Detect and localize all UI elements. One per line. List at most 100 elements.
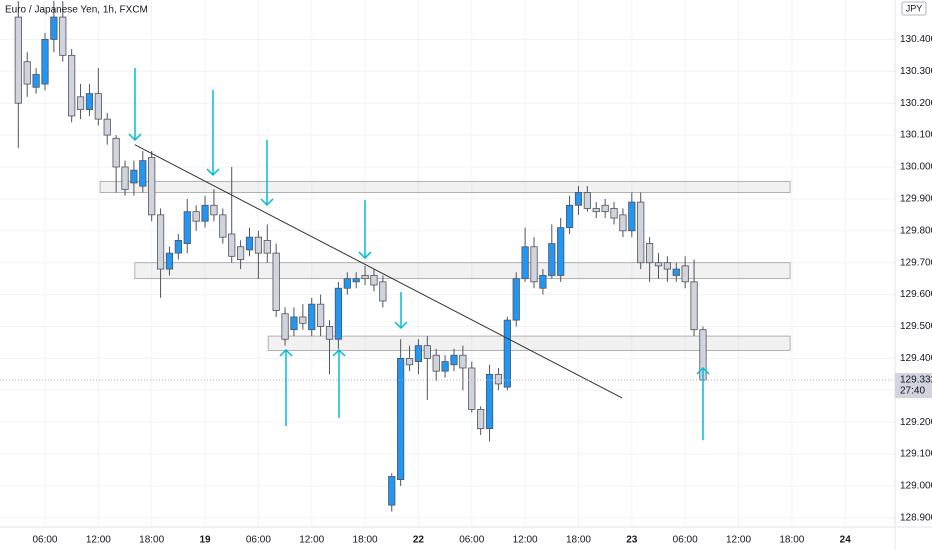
candle-body (317, 303, 325, 327)
candle-body (654, 262, 663, 267)
y-tick-label: 129.200 (900, 417, 932, 428)
candle-body (139, 160, 147, 187)
y-tick-label: 130.100 (900, 130, 932, 141)
candle-body (405, 358, 414, 366)
down-arrow (358, 200, 372, 260)
zone (99, 180, 791, 193)
candle-body (361, 275, 369, 280)
chart-title: Euro / Japanese Yen, 1h, FXCM (5, 5, 148, 16)
x-tick-label: 18:00 (353, 535, 378, 546)
candle-body (290, 316, 298, 331)
candle-body (192, 211, 200, 222)
candle-body (121, 166, 129, 190)
axes: 128.900129.000129.100129.200129.300129.4… (32, 34, 932, 546)
candle-body (59, 16, 67, 56)
x-tick-label: 23 (626, 535, 638, 546)
trendline (134, 144, 623, 399)
drawings (0, 144, 895, 399)
y-tick-label: 129.700 (900, 257, 932, 268)
candle-body (663, 262, 671, 270)
countdown-label: 27:40 (900, 386, 925, 397)
candle-body (548, 243, 556, 276)
candle-body (397, 358, 405, 481)
candle-body (299, 316, 307, 324)
last-price-box (895, 373, 932, 399)
x-tick-label: 06:00 (459, 535, 484, 546)
x-tick-label: 24 (840, 535, 852, 546)
x-tick-label: 18:00 (566, 535, 591, 546)
candle-body (228, 233, 236, 257)
y-tick-label: 130.400 (900, 34, 932, 45)
candle-body (370, 275, 378, 286)
candle-body (130, 169, 138, 184)
y-tick-label: 129.100 (900, 449, 932, 460)
x-tick-label: 18:00 (779, 535, 804, 546)
y-tick-label: 128.900 (900, 513, 932, 524)
candle-body (681, 265, 689, 283)
candle-body (263, 239, 271, 254)
candle-body (50, 16, 58, 40)
y-tick-label: 130.300 (900, 66, 932, 77)
y-tick-label: 129.400 (900, 353, 932, 364)
candle-body (148, 157, 156, 216)
candle-body (637, 201, 645, 264)
candle-body (325, 326, 334, 340)
down-arrow (206, 90, 220, 177)
x-tick-label: 12:00 (299, 535, 324, 546)
down-arrow (394, 292, 408, 330)
candle-body (165, 252, 174, 270)
candle-body (343, 278, 351, 289)
candle-body (334, 287, 343, 340)
candle-body (574, 192, 583, 206)
currency-label: JPY (906, 3, 923, 13)
candle-body (610, 208, 618, 219)
candle-body (557, 227, 565, 276)
down-arrow (128, 68, 142, 142)
x-tick-label: 12:00 (726, 535, 751, 546)
candle-body (219, 214, 227, 238)
candle-body (503, 319, 511, 388)
y-tick-label: 129.900 (900, 194, 932, 205)
candle-body (414, 345, 423, 362)
candle-body (210, 204, 218, 216)
candle-body (156, 214, 165, 270)
y-tick-label: 129.000 (900, 481, 932, 492)
candle-body (112, 137, 120, 168)
candle-body (477, 409, 485, 429)
candle-body (183, 211, 191, 244)
candle-body (32, 74, 40, 88)
candle-body (592, 208, 600, 213)
candle-body (94, 93, 102, 120)
x-tick-label: 22 (413, 535, 425, 546)
candle-body (272, 252, 280, 311)
y-tick-label: 130.200 (900, 98, 932, 109)
candle-body (468, 367, 476, 410)
candle-body (41, 38, 49, 85)
candle-body (432, 354, 440, 372)
up-arrow (279, 348, 293, 426)
x-tick-label: 12:00 (86, 535, 111, 546)
candle-body (68, 54, 76, 117)
candle-body (236, 246, 245, 260)
down-arrow (260, 140, 274, 207)
candle-body (565, 204, 574, 229)
candle-body (690, 281, 698, 331)
candle-body (539, 275, 547, 289)
x-tick-label: 18:00 (139, 535, 164, 546)
arrows (128, 68, 710, 440)
candle-body (530, 246, 538, 283)
up-arrow (696, 366, 710, 440)
candle-body (423, 345, 431, 359)
candle-body (601, 204, 609, 213)
candle-body (201, 204, 209, 222)
candle-body (76, 96, 85, 110)
up-arrow (332, 348, 346, 418)
zone (267, 335, 791, 351)
x-tick-label: 12:00 (513, 535, 538, 546)
candle-body (672, 268, 680, 276)
candle-body (512, 278, 520, 321)
candle-body (281, 313, 289, 340)
candle-body (245, 236, 254, 251)
currency-box[interactable] (901, 1, 927, 16)
x-tick-label: 06:00 (673, 535, 698, 546)
